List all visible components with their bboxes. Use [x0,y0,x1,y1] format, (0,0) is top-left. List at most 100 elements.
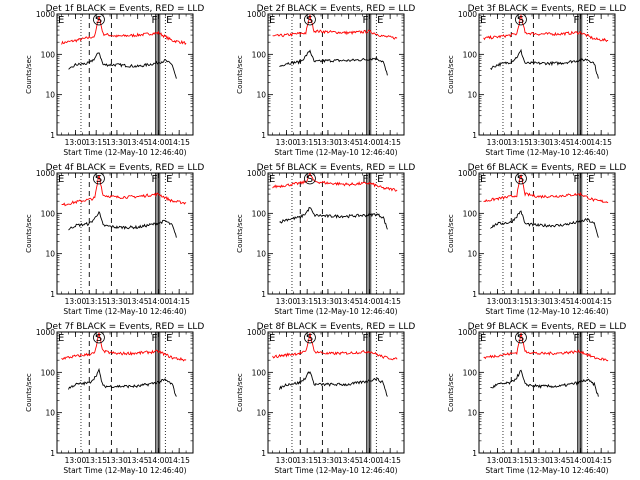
marker-label-e: E [588,174,594,185]
marker-label-e: E [58,333,64,344]
y-axis-label: Counts/sec [236,214,244,253]
marker-label-e: E [166,15,172,26]
y-tick-label: 1000 [247,10,266,19]
y-tick-label: 100 [41,50,56,59]
x-tick-label: 13:45 [549,456,571,465]
x-tick-label: 13:30 [317,456,339,465]
y-tick-label: 100 [252,50,267,59]
x-tick-label: 13:45 [127,297,149,306]
x-tick-label: 14:15 [590,138,612,147]
x-tick-label: 13:15 [85,456,107,465]
y-tick-label: 10 [256,250,266,259]
y-axis-label: Counts/sec [25,55,33,94]
x-axis-label: Start Time (12-May-10 12:46:40) [485,148,608,157]
x-axis-label: Start Time (12-May-10 12:46:40) [274,307,397,316]
panel-title: Det 2f BLACK = Events, RED = LLD [257,4,416,14]
x-axis-label: Start Time (12-May-10 12:46:40) [485,307,608,316]
y-axis-label: Counts/sec [447,373,455,412]
plot-frame [56,172,194,295]
panel-title: Det 6f BLACK = Events, RED = LLD [468,163,627,173]
x-tick-label: 13:00 [487,138,509,147]
x-tick-label: 13:00 [487,297,509,306]
events-rate-line [279,206,388,230]
x-tick-label: 14:00 [570,138,592,147]
y-tick-label: 1 [261,449,266,458]
y-axis-label: Counts/sec [25,214,33,253]
marker-label-e: E [588,15,594,26]
x-tick-label: 13:45 [338,297,360,306]
y-axis-label: Counts/sec [236,55,244,94]
marker-label-e: E [377,333,383,344]
panel-title: Det 7f BLACK = Events, RED = LLD [46,322,205,332]
x-tick-label: 13:15 [507,456,529,465]
y-tick-label: 1000 [458,169,477,178]
x-tick-label: 14:15 [168,138,190,147]
y-tick-label: 1000 [458,10,477,19]
y-axis-label: Counts/sec [447,55,455,94]
x-tick-label: 13:15 [296,297,318,306]
panel-title: Det 4f BLACK = Events, RED = LLD [46,163,205,173]
y-tick-label: 10 [467,250,477,259]
events-rate-line [68,210,177,238]
y-tick-label: 100 [463,209,478,218]
y-tick-label: 100 [463,368,478,377]
x-tick-label: 13:00 [65,297,87,306]
marker-label-f: F [574,333,580,344]
y-axis-label: Counts/sec [25,373,33,412]
x-tick-label: 13:15 [85,138,107,147]
marker-label-f: F [152,174,158,185]
lld-rate-line [483,173,609,204]
plot-frame [56,331,194,454]
plot-frame [478,172,616,295]
panel-2: Det 2f BLACK = Events, RED = LLD Counts/s… [236,4,415,157]
x-tick-label: 13:45 [338,456,360,465]
marker-label-f: F [363,333,369,344]
x-tick-label: 13:30 [106,297,128,306]
marker-label-e: E [58,15,64,26]
x-tick-label: 13:45 [549,138,571,147]
x-tick-label: 14:15 [168,456,190,465]
x-tick-label: 13:30 [528,297,550,306]
plot-frame [478,331,616,454]
y-tick-label: 10 [256,91,266,100]
marker-label-e: E [166,333,172,344]
panel-title: Det 1f BLACK = Events, RED = LLD [46,4,205,14]
panel-title: Det 3f BLACK = Events, RED = LLD [468,4,627,14]
panel-6: Det 6f BLACK = Events, RED = LLD Counts/s… [447,163,626,316]
x-tick-label: 14:15 [590,456,612,465]
y-axis-label: Counts/sec [447,214,455,253]
marker-label-e: E [269,174,275,185]
x-tick-label: 13:00 [276,297,298,306]
x-tick-label: 13:45 [549,297,571,306]
lld-rate-line [483,13,609,43]
x-tick-label: 14:00 [359,138,381,147]
marker-label-s: S [518,333,524,344]
marker-label-s: S [96,15,102,26]
x-tick-label: 13:30 [317,138,339,147]
y-tick-label: 10 [467,409,477,418]
panel-3: Det 3f BLACK = Events, RED = LLD Counts/s… [447,4,626,157]
x-tick-label: 13:45 [127,456,149,465]
marker-label-f: F [574,15,580,26]
marker-label-e: E [377,174,383,185]
x-tick-label: 13:00 [65,138,87,147]
y-tick-label: 100 [252,368,267,377]
x-axis-label: Start Time (12-May-10 12:46:40) [274,148,397,157]
panel-9: Det 9f BLACK = Events, RED = LLD Counts/s… [447,322,626,475]
marker-label-e: E [58,174,64,185]
x-tick-label: 13:45 [127,138,149,147]
y-tick-label: 1000 [247,328,266,337]
x-tick-label: 14:15 [379,456,401,465]
marker-label-e: E [269,333,275,344]
y-tick-label: 10 [45,409,55,418]
y-tick-label: 1 [50,131,55,140]
y-tick-label: 1 [472,131,477,140]
x-tick-label: 13:15 [296,456,318,465]
x-tick-label: 13:00 [65,456,87,465]
x-axis-label: Start Time (12-May-10 12:46:40) [274,466,397,475]
plot-frame [267,172,405,295]
marker-label-s: S [307,15,313,26]
x-tick-label: 13:30 [106,456,128,465]
x-tick-label: 13:00 [487,456,509,465]
x-tick-label: 14:15 [168,297,190,306]
